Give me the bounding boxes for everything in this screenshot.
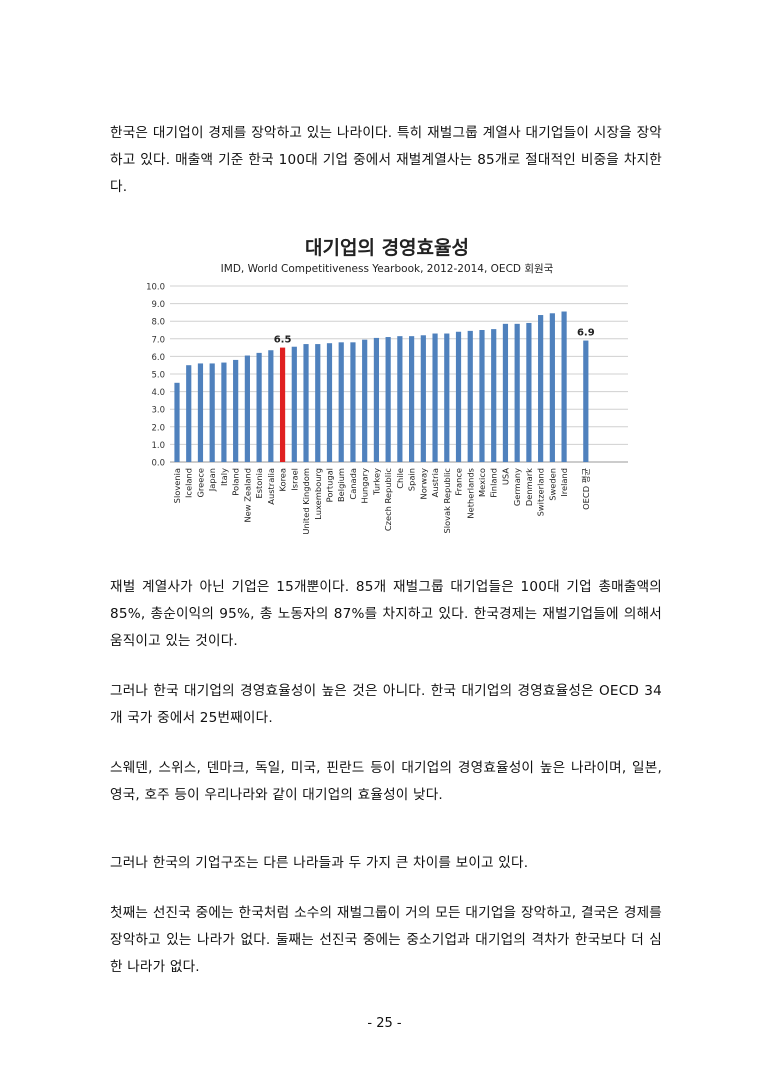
x-tick-label: Czech Republic — [383, 468, 393, 532]
x-axis-labels: Slovenia Iceland Greece Japan Italy Poland New… — [172, 468, 591, 535]
y-tick-label: 1.0 — [151, 441, 165, 451]
y-tick-label: 6.0 — [151, 353, 165, 363]
x-tick-label: Austria — [430, 468, 440, 497]
x-tick-label: Chile — [395, 468, 405, 489]
bar-portugal — [326, 343, 333, 462]
paragraph-country-comparison: 스웨덴, 스위스, 덴마크, 독일, 미국, 핀란드 등이 대기업의 경영효율성… — [110, 760, 662, 803]
x-tick-label: Finland — [489, 468, 499, 498]
bar-new-zealand — [244, 355, 250, 462]
x-tick-label: Netherlands — [465, 468, 475, 519]
bar-denmark — [526, 322, 532, 462]
y-tick-label: 5.0 — [151, 371, 165, 381]
bar-japan — [209, 363, 215, 462]
bar-italy — [221, 362, 227, 462]
x-tick-label: Japan — [207, 468, 217, 492]
x-tick-label: Ireland — [559, 468, 569, 497]
data-labels: 6.5 6.9 — [274, 328, 595, 346]
bar-australia — [268, 350, 274, 462]
bar-finland — [491, 329, 497, 462]
paragraph-chaebol-share: 재벌 계열사가 아닌 기업은 15개뿐이다. 85개 재벌그룹 대기업들은 10… — [110, 579, 662, 649]
paragraph-two-differences: 첫째는 선진국 중에는 한국처럼 소수의 재벌그룹이 거의 모든 대기업을 장악… — [110, 905, 662, 975]
x-tick-label: Denmark — [524, 468, 534, 506]
bar-luxembourg — [315, 344, 321, 462]
bar-usa — [502, 323, 509, 462]
bar-chile — [397, 336, 403, 462]
x-tick-label: Italy — [219, 468, 229, 486]
bar-israel — [291, 346, 297, 462]
x-tick-label: Luxembourg — [313, 468, 323, 520]
chart-subtitle: IMD, World Competitiveness Yearbook, 201… — [221, 263, 554, 275]
bar-slovak-republic — [444, 333, 450, 462]
paragraph-efficiency-rank: 그러나 한국 대기업의 경영효율성이 높은 것은 아니다. 한국 대기업의 경영… — [110, 683, 662, 726]
y-tick-label: 4.0 — [151, 388, 165, 398]
y-tick-label: 8.0 — [151, 318, 165, 328]
bar-united-kingdom — [303, 344, 309, 462]
x-tick-label: Canada — [348, 468, 358, 500]
bar-greece — [197, 363, 204, 462]
y-axis-ticks: 0.0 1.0 2.0 3.0 4.0 5.0 6.0 7.0 8.0 9.0 10.0 — [146, 283, 165, 469]
x-tick-label: Germany — [512, 468, 522, 506]
x-tick-label: Mexico — [477, 468, 487, 497]
bar-czech-republic — [385, 337, 391, 462]
bar-canada — [350, 342, 356, 462]
bar-france — [455, 331, 462, 462]
bar-switzerland — [538, 315, 544, 462]
bar-chart: 대기업의 경영효율성 IMD, World Competitiveness Ye… — [146, 237, 628, 535]
bars — [174, 311, 589, 462]
x-tick-label: Iceland — [184, 468, 194, 498]
bar-netherlands — [467, 330, 473, 462]
page-number: - 25 - — [367, 1016, 402, 1031]
bar-spain — [409, 336, 415, 462]
bar-ireland — [561, 311, 567, 462]
data-label: 6.5 — [274, 335, 292, 346]
bar-estonia — [256, 352, 262, 462]
paragraph-structure-difference: 그러나 한국의 기업구조는 다른 나라들과 두 가지 큰 차이를 보이고 있다. — [110, 855, 529, 871]
x-tick-label: Turkey — [371, 468, 381, 496]
y-tick-label: 7.0 — [151, 335, 165, 345]
bar-norway — [420, 335, 426, 462]
bar-turkey — [373, 337, 380, 462]
x-tick-label: Norway — [418, 468, 428, 500]
x-tick-label: Spain — [407, 468, 417, 491]
y-tick-label: 2.0 — [151, 423, 165, 433]
x-tick-label: Poland — [231, 468, 241, 496]
chart-title: 대기업의 경영효율성 — [305, 237, 469, 259]
y-tick-label: 3.0 — [151, 406, 165, 416]
bar-belgium — [338, 342, 344, 462]
x-tick-label: United Kingdom — [301, 468, 311, 535]
x-tick-label: Korea — [278, 468, 288, 492]
x-tick-label: Sweden — [547, 468, 557, 501]
y-tick-label: 0.0 — [151, 459, 165, 469]
bar-korea — [279, 347, 286, 462]
x-tick-label: New Zealand — [242, 468, 252, 523]
bar-hungary — [362, 339, 368, 462]
bar-iceland — [186, 365, 192, 462]
bar-oecd — [583, 340, 589, 462]
x-tick-label: Portugal — [324, 468, 334, 502]
chart-management-efficiency: 대기업의 경영효율성 IMD, World Competitiveness Ye… — [140, 226, 640, 546]
x-tick-label: France — [454, 468, 464, 496]
data-label: 6.9 — [577, 328, 595, 339]
paragraph-intro: 한국은 대기업이 경제를 장악하고 있는 나라이다. 특히 재벌그룹 계열사 대… — [110, 125, 662, 195]
bar-poland — [233, 359, 239, 462]
bar-slovenia — [174, 382, 180, 462]
x-tick-label: USA — [500, 468, 510, 485]
bar-germany — [514, 323, 520, 462]
x-tick-label: Australia — [266, 468, 276, 505]
y-tick-label: 10.0 — [146, 283, 165, 293]
x-tick-label: Greece — [195, 468, 205, 498]
bar-mexico — [479, 330, 485, 462]
x-tick-label: Estonia — [254, 468, 264, 499]
x-tick-label: Slovak Republic — [442, 468, 452, 534]
x-tick-label: Belgium — [336, 468, 346, 502]
bar-austria — [432, 333, 438, 462]
x-tick-label: OECD 평균 — [581, 468, 591, 510]
y-tick-label: 9.0 — [151, 300, 165, 310]
x-tick-label: Slovenia — [172, 468, 182, 503]
x-tick-label: Israel — [289, 468, 299, 491]
x-tick-label: Switzerland — [536, 468, 546, 516]
bar-sweden — [549, 313, 555, 462]
x-tick-label: Hungary — [360, 468, 370, 504]
